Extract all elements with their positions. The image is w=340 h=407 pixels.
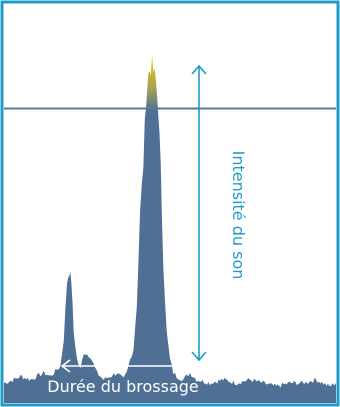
duration-arrow	[60, 359, 183, 373]
y-axis-label: Intensité du son	[229, 151, 248, 280]
x-axis-label: Durée du brossage	[47, 377, 199, 396]
intensity-arrow	[191, 64, 207, 362]
